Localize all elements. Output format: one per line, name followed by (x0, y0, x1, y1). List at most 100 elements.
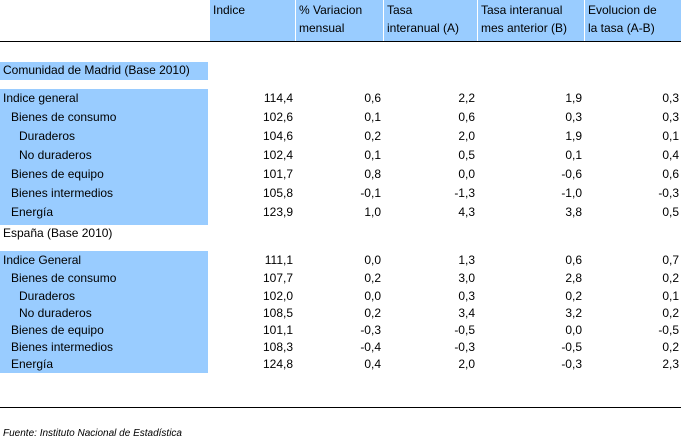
table-row: Indice general 114,4 0,6 2,2 1,9 0,3 (0, 90, 681, 107)
table-row: No duraderos 102,4 0,1 0,5 0,1 0,4 (0, 147, 681, 164)
row-label: Bienes intermedios (11, 186, 114, 200)
cell-tasa-a: 0,6 (458, 110, 475, 124)
cell-indice: 105,8 (262, 186, 293, 200)
table-row: Duraderos 104,6 0,2 2,0 1,9 0,1 (0, 128, 681, 145)
row-label: Duraderos (19, 289, 76, 303)
row-label: Bienes de equipo (11, 167, 104, 181)
table-row: Bienes de consumo 107,7 0,2 3,0 2,8 0,2 (0, 270, 681, 287)
cell-variacion: 1,0 (364, 205, 381, 219)
cell-variacion: 0,0 (364, 253, 381, 267)
cell-tasa-b: -0,5 (561, 340, 582, 354)
madrid-label-band (0, 89, 208, 225)
cell-tasa-b: 0,6 (565, 253, 582, 267)
cell-tasa-a: -0,3 (454, 340, 475, 354)
cell-evolucion: 0,3 (662, 110, 679, 124)
cell-tasa-b: 1,9 (565, 129, 582, 143)
row-label: Bienes de equipo (11, 323, 104, 337)
cell-tasa-a: 0,0 (458, 167, 475, 181)
cell-evolucion: 0,1 (662, 289, 679, 303)
cell-evolucion: 0,4 (662, 148, 679, 162)
col-header-line1: Evolucion de (588, 3, 657, 17)
cell-indice: 114,4 (263, 91, 293, 105)
cell-tasa-b: 3,2 (565, 306, 582, 320)
cell-evolucion: 0,2 (662, 306, 679, 320)
cell-indice: 102,4 (262, 148, 293, 162)
cell-tasa-a: 3,0 (458, 271, 475, 285)
espana-section-title: España (Base 2010) (3, 226, 113, 240)
espana-label-band (0, 251, 208, 373)
col-header-line2: mes anterior (B) (481, 21, 568, 35)
cell-tasa-a: -1,3 (454, 186, 475, 200)
row-label: Energía (11, 357, 54, 371)
cell-evolucion: 0,5 (662, 205, 679, 219)
cell-evolucion: 0,1 (662, 129, 679, 143)
cell-tasa-b: 0,2 (565, 289, 582, 303)
col-header-line2: la tasa (A-B) (588, 21, 655, 35)
col-header-evolucion: Evolucion de la tasa (A-B) (584, 0, 681, 41)
cell-variacion: 0,2 (364, 129, 381, 143)
cell-tasa-a: 3,4 (458, 306, 475, 320)
col-header-line1: Indice (213, 3, 246, 17)
col-header-tasa-b: Tasa interanual mes anterior (B) (477, 0, 584, 41)
cell-evolucion: 0,7 (662, 253, 679, 267)
cell-variacion: 0,2 (364, 271, 381, 285)
cell-tasa-a: 1,3 (458, 253, 475, 267)
table-row: Indice General 111,1 0,0 1,3 0,6 0,7 (0, 252, 681, 269)
cell-evolucion: 0,3 (662, 91, 679, 105)
cell-indice: 107,7 (262, 271, 293, 285)
cell-tasa-b: 0,1 (565, 148, 582, 162)
header-divider (0, 41, 681, 42)
footer-divider (0, 407, 681, 408)
cell-tasa-b: 0,0 (565, 323, 582, 337)
cell-indice: 102,6 (262, 110, 293, 124)
cell-evolucion: 2,3 (662, 357, 679, 371)
row-label: Bienes de consumo (11, 110, 117, 124)
cell-variacion: 0,8 (364, 167, 381, 181)
cell-variacion: -0,1 (360, 186, 381, 200)
cell-tasa-a: 4,3 (458, 205, 475, 219)
cell-variacion: -0,3 (360, 323, 381, 337)
cell-indice: 101,7 (262, 167, 293, 181)
cell-evolucion: -0,5 (658, 323, 679, 337)
cell-tasa-a: 2,0 (458, 357, 475, 371)
col-header-indice: Indice (209, 0, 295, 41)
table-row: Energía 123,9 1,0 4,3 3,8 0,5 (0, 204, 681, 221)
table-row: Duraderos 102,0 0,0 0,3 0,2 0,1 (0, 288, 681, 305)
cell-indice: 111,1 (264, 253, 293, 267)
col-header-line1: Tasa (387, 3, 413, 17)
cell-variacion: 0,1 (364, 110, 381, 124)
cell-indice: 123,9 (262, 205, 293, 219)
col-header-line1: % Variacion (299, 3, 363, 17)
row-label: Duraderos (19, 129, 76, 143)
cell-tasa-a: 2,2 (458, 91, 475, 105)
row-label: Bienes de consumo (11, 271, 117, 285)
cell-tasa-a: -0,5 (454, 323, 475, 337)
cell-evolucion: 0,6 (662, 167, 679, 181)
cell-indice: 101,1 (262, 323, 293, 337)
cell-tasa-b: 3,8 (565, 205, 582, 219)
source-note: Fuente: Instituto Nacional de Estadístic… (3, 428, 182, 439)
row-label: Indice general (3, 91, 79, 105)
table-row: No duraderos 108,5 0,2 3,4 3,2 0,2 (0, 305, 681, 322)
cell-tasa-b: -0,3 (561, 357, 582, 371)
madrid-title-band (0, 62, 208, 80)
col-header-line1: Tasa interanual (481, 3, 563, 17)
cell-variacion: 0,6 (364, 91, 381, 105)
cell-indice: 102,0 (262, 289, 293, 303)
table-row: Bienes intermedios 108,3 -0,4 -0,3 -0,5 … (0, 339, 681, 356)
cell-tasa-b: -0,6 (561, 167, 582, 181)
cell-variacion: -0,4 (360, 340, 381, 354)
cell-tasa-a: 2,0 (458, 129, 475, 143)
cell-tasa-b: 1,9 (565, 91, 582, 105)
row-label: Indice General (3, 253, 82, 267)
col-header-tasa-a: Tasa interanual (A) (383, 0, 477, 41)
cell-evolucion: 0,2 (662, 340, 679, 354)
table-row: Bienes de equipo 101,7 0,8 0,0 -0,6 0,6 (0, 166, 681, 183)
cell-indice: 104,6 (262, 129, 293, 143)
cell-tasa-b: 0,3 (565, 110, 582, 124)
table-row: Energía 124,8 0,4 2,0 -0,3 2,3 (0, 356, 681, 373)
cell-evolucion: -0,3 (658, 186, 679, 200)
row-label: No duraderos (19, 306, 92, 320)
col-header-variacion: % Variacion mensual (295, 0, 383, 41)
cell-variacion: 0,2 (364, 306, 381, 320)
